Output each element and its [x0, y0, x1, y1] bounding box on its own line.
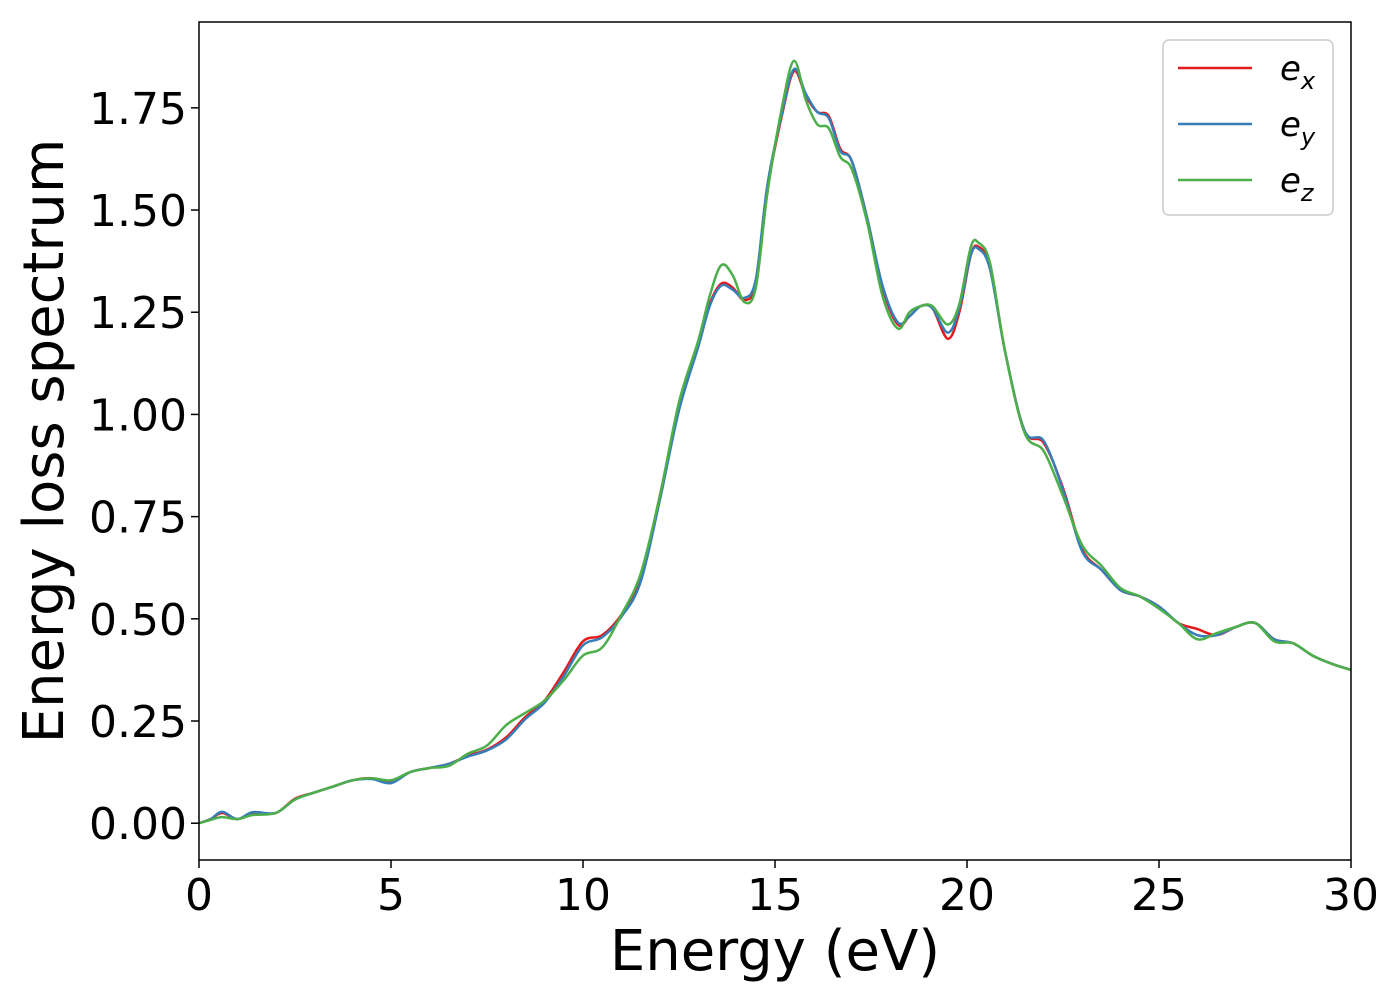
x-tick-label: 5 [377, 870, 405, 921]
y-axis-label: Energy loss spectrum [12, 139, 77, 744]
y-tick-label: 1.00 [89, 390, 187, 441]
legend-label-e-z: ez [1280, 161, 1315, 207]
y-tick-label: 0.25 [89, 697, 187, 748]
y-tick-label: 1.50 [89, 186, 187, 237]
y-axis-ticks: 0.00 0.25 0.50 0.75 1.00 1.25 1.50 1.75 [89, 84, 199, 850]
x-tick-label: 20 [939, 870, 995, 921]
x-tick-label: 25 [1131, 870, 1187, 921]
x-tick-label: 30 [1323, 870, 1379, 921]
series-line-e-z [198, 59, 1352, 825]
y-tick-label: 0.75 [89, 493, 187, 544]
legend-entries: ex ey ez [1178, 49, 1316, 207]
x-tick-label: 15 [747, 870, 803, 921]
x-tick-label: 10 [555, 870, 611, 921]
legend: ex ey ez [1162, 39, 1334, 216]
y-tick-label: 0.00 [89, 799, 187, 850]
y-tick-label: 0.50 [89, 595, 187, 646]
plot-background [199, 22, 1351, 860]
y-tick-label: 1.25 [89, 288, 187, 339]
series-layer [198, 59, 1352, 825]
y-tick-label: 1.75 [89, 84, 187, 135]
legend-label-e-x: ex [1280, 49, 1316, 95]
x-axis-label: Energy (eV) [610, 919, 940, 984]
x-axis-ticks: 0 5 10 15 20 25 30 [185, 860, 1379, 921]
legend-label-e-y: ey [1280, 105, 1316, 151]
x-tick-label: 0 [185, 870, 213, 921]
legend-box [1162, 39, 1334, 216]
